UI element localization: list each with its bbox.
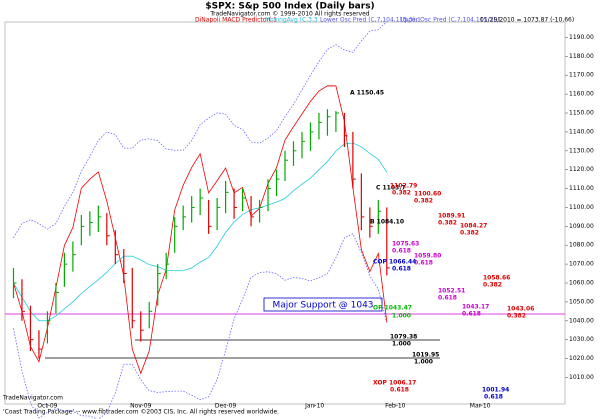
annotation: 0.382 xyxy=(507,313,526,320)
annotation: XOP 1006.17 xyxy=(373,380,416,387)
y-tick-label: 1020.00 xyxy=(569,355,594,362)
x-tick-label: Mar-10 xyxy=(470,403,491,410)
annotation: 0.618 xyxy=(392,266,411,273)
upper-band xyxy=(13,21,388,238)
y-tick-label: 1110.00 xyxy=(569,185,594,192)
plot-frame xyxy=(4,21,566,405)
macd-predictor xyxy=(13,85,388,375)
annotation: 0.382 xyxy=(414,198,433,205)
y-tick-label: 1190.00 xyxy=(569,34,594,41)
annotation: 0.618 xyxy=(392,248,411,255)
annotation: 1043.06 xyxy=(507,306,534,313)
annotation: 1084.27 xyxy=(460,223,487,230)
annotation: 1100.60 xyxy=(414,191,441,198)
y-tick-label: 1040.00 xyxy=(569,317,594,324)
annotation: C 1103.7 xyxy=(376,185,406,192)
annotation: 0.382 xyxy=(460,230,479,237)
indicator-legend: Lower Osc Pred (C,7,104,115,3),1 xyxy=(320,17,421,24)
annotation: A 1150.45 xyxy=(350,90,384,97)
annotation: B 1084.10 xyxy=(370,219,404,226)
indicator-legend: Upper Osc Pred (C,7,104,115,3),1 xyxy=(400,17,501,24)
annotation: OP 1043.47 xyxy=(373,305,412,312)
annotation: 1001.94 xyxy=(482,387,509,394)
annotation: 1.000 xyxy=(392,313,411,320)
last-bar: 01/29/2010 = 1073.87 (-10.66) xyxy=(480,17,574,24)
x-tick-label: Dec-09 xyxy=(215,403,237,410)
annotation: 0.382 xyxy=(392,190,411,197)
lower-band xyxy=(13,233,388,419)
annotation: 0.618 xyxy=(484,394,503,401)
y-tick-label: 1180.00 xyxy=(569,53,594,60)
annotation: 0.618 xyxy=(390,387,409,394)
y-tick-label: 1090.00 xyxy=(569,223,594,230)
annotation: 1102.79 xyxy=(390,183,417,190)
indicator-legend: MovingAvg (C,3,3 xyxy=(265,17,318,24)
annotation: 1.000 xyxy=(414,359,433,366)
x-tick-label: Oct-09 xyxy=(37,403,57,410)
y-tick-label: 1100.00 xyxy=(569,204,594,211)
y-tick-label: 1140.00 xyxy=(569,128,594,135)
support-label: Major Support @ 1043 xyxy=(272,301,373,311)
y-tick-label: 1120.00 xyxy=(569,166,594,173)
annotation: 1075.63 xyxy=(392,241,419,248)
annotation: 0.618 xyxy=(438,295,457,302)
annotation: 0.382 xyxy=(483,282,502,289)
annotation: 1043.17 xyxy=(462,304,489,311)
y-tick-label: 1170.00 xyxy=(569,72,594,79)
annotation: 1079.38 xyxy=(390,334,417,341)
brand: TradeNavigator.com xyxy=(2,395,63,402)
x-tick-label: Feb-10 xyxy=(385,403,406,410)
chart-title: $SPX: S&p 500 Index (Daily bars) xyxy=(205,2,374,12)
annotation: 0.382 xyxy=(438,220,457,227)
y-tick-label: 1080.00 xyxy=(569,242,594,249)
x-tick-label: Jan-10 xyxy=(304,403,324,410)
annotation: 1059.80 xyxy=(414,253,441,260)
moving-average xyxy=(13,142,388,322)
footer: 'Coast Trading Package' -- www.fibtrader… xyxy=(3,409,279,416)
indicator-legend: DiNapoli MACD Predictor(.1 xyxy=(195,17,277,24)
y-tick-label: 1130.00 xyxy=(569,147,594,154)
annotation: 1089.91 xyxy=(438,213,465,220)
annotation: COP 1066.44 xyxy=(373,259,416,266)
y-tick-label: 1150.00 xyxy=(569,110,594,117)
y-tick-label: 1030.00 xyxy=(569,336,594,343)
annotation: 0.618 xyxy=(414,260,433,267)
y-tick-label: 1060.00 xyxy=(569,280,594,287)
x-tick-label: Nov-09 xyxy=(130,403,152,410)
chart-subtitle: TradeNavigator.com © 1999-2010 All right… xyxy=(209,11,369,18)
annotation: 0.618 xyxy=(462,311,481,318)
y-tick-label: 1070.00 xyxy=(569,261,594,268)
y-tick-label: 1160.00 xyxy=(569,91,594,98)
annotation: 1.000 xyxy=(392,341,411,348)
annotation: 1052.51 xyxy=(438,288,465,295)
annotation: 1058.66 xyxy=(483,275,510,282)
annotation: 1019.95 xyxy=(412,352,439,359)
y-tick-label: 1050.00 xyxy=(569,298,594,305)
y-tick-label: 1010.00 xyxy=(569,374,594,381)
